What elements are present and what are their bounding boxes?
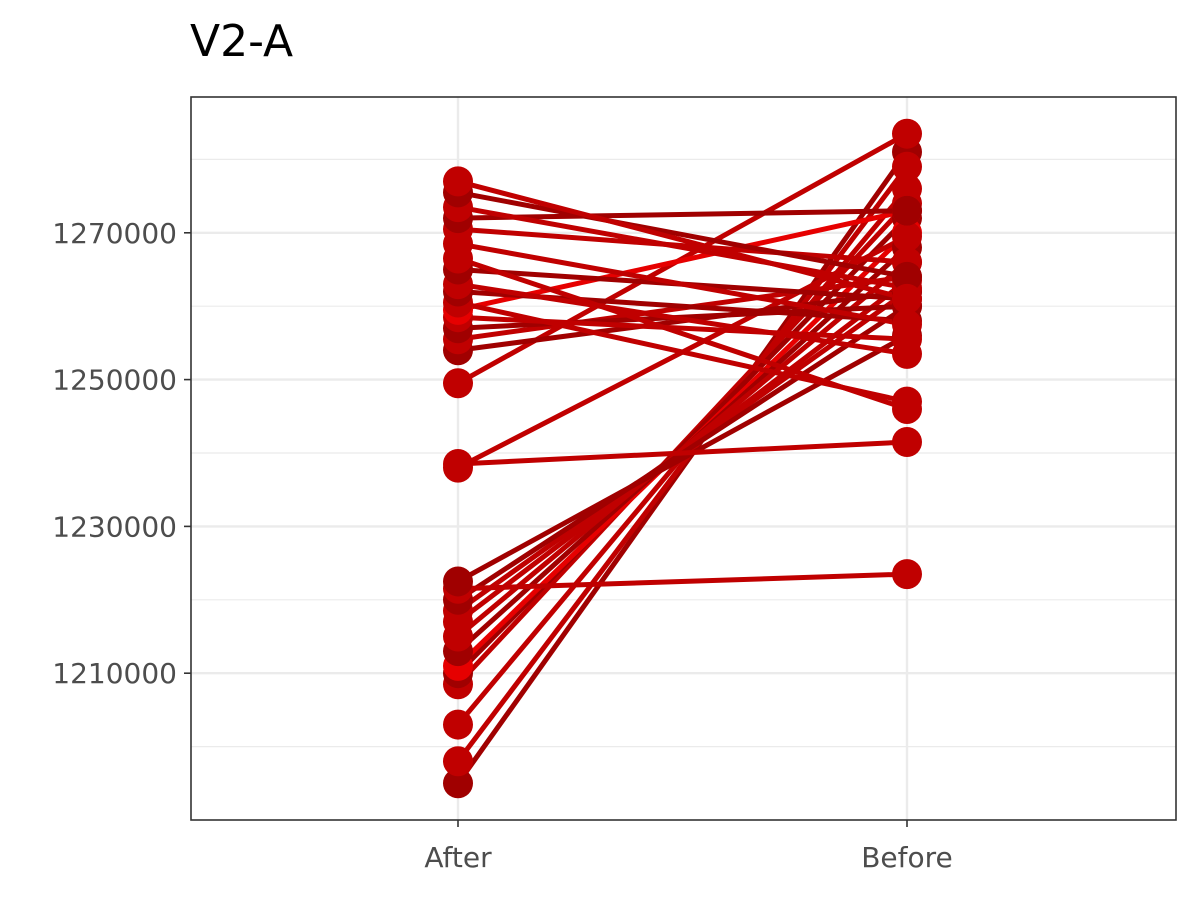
y-tick-label: 1230000 xyxy=(52,510,177,543)
series-line xyxy=(457,256,908,412)
data-point xyxy=(892,309,922,340)
y-tick-label: 1270000 xyxy=(52,217,177,250)
data-point xyxy=(892,195,922,226)
series-layer xyxy=(455,131,910,785)
data-point xyxy=(443,368,473,399)
chart-title: V2-A xyxy=(190,16,294,67)
series-line xyxy=(457,439,908,467)
series-line xyxy=(457,281,908,357)
series-line xyxy=(456,333,909,584)
data-point xyxy=(443,709,473,740)
data-point xyxy=(443,566,473,597)
data-point xyxy=(892,221,922,252)
x-tick-label: Before xyxy=(861,841,953,874)
points-layer xyxy=(443,118,922,799)
series-line xyxy=(456,165,909,763)
axis-layer: 1210000 1230000 1250000 1270000 After Before xyxy=(52,217,952,874)
data-point xyxy=(892,426,922,457)
data-point xyxy=(892,151,922,182)
data-point xyxy=(443,166,473,197)
series-line xyxy=(457,178,908,302)
data-point xyxy=(892,338,922,369)
data-point xyxy=(892,393,922,424)
data-point xyxy=(443,768,473,799)
data-point xyxy=(892,283,922,314)
series-line xyxy=(457,241,908,328)
y-tick-label: 1250000 xyxy=(52,364,177,397)
series-line xyxy=(457,571,908,592)
data-point xyxy=(443,452,473,483)
series-line xyxy=(457,208,908,221)
series-line xyxy=(457,204,908,291)
x-tick-label: After xyxy=(424,841,492,874)
data-point xyxy=(892,261,922,292)
data-point xyxy=(892,118,922,149)
series-line xyxy=(457,189,908,280)
panel-border xyxy=(190,96,1177,821)
data-point xyxy=(443,746,473,777)
data-point xyxy=(892,559,922,590)
y-tick-label: 1210000 xyxy=(52,657,177,690)
